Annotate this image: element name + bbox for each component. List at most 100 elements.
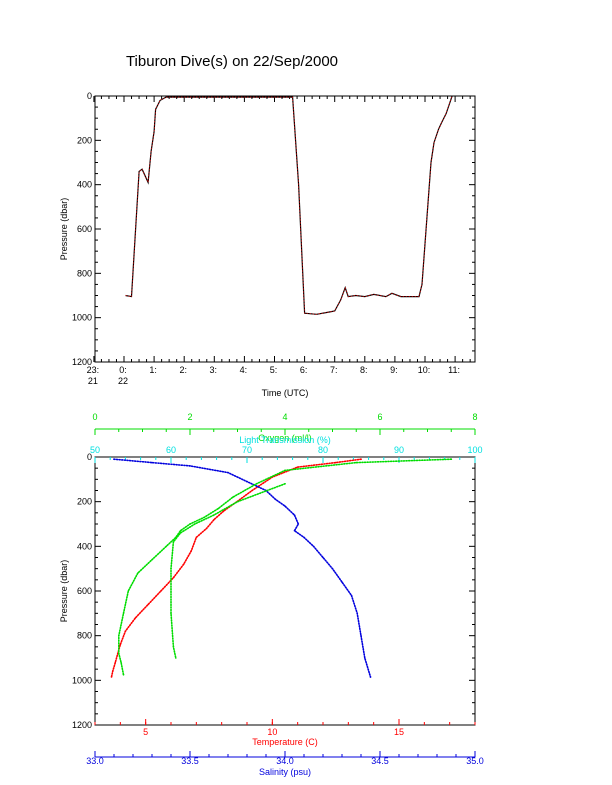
salinity-point: [246, 480, 248, 483]
salinity-tick-label: 34.0: [276, 756, 294, 766]
temperature-point: [205, 527, 208, 530]
x-tick-label: 7:: [330, 365, 338, 375]
salinity-point: [274, 498, 277, 501]
salinity-tick-label: 33.0: [86, 756, 104, 766]
x-tick-label: 6:: [300, 365, 308, 375]
y-tick-label: 200: [77, 497, 92, 507]
oxygen-tick-label: 8: [472, 412, 477, 422]
plot-frame: [94, 95, 476, 363]
x-tick-label: 3:: [210, 365, 218, 375]
temperature-tick-label: 15: [394, 727, 404, 737]
temperature-point: [334, 461, 337, 464]
salinity-point: [293, 514, 296, 516]
oxygen-point: [284, 469, 286, 472]
y-tick-label: 600: [77, 224, 92, 234]
salinity-point: [350, 594, 353, 597]
oxygen-tick-label: 0: [92, 412, 97, 422]
y-tick-label: 1200: [72, 357, 92, 367]
x-tick-label: 1:: [149, 365, 157, 375]
temperature-point: [172, 576, 175, 579]
salinity-point: [356, 612, 359, 615]
oxygen-point: [236, 500, 239, 503]
salinity-point: [284, 505, 286, 507]
temperature-profile: [110, 458, 362, 678]
page-title: Tiburon Dive(s) on 22/Sep/2000: [126, 53, 338, 70]
oxygen-profile: [118, 458, 453, 676]
temperature-point: [190, 550, 193, 552]
transmission-tick-label: 70: [242, 445, 252, 455]
salinity-point: [341, 581, 343, 583]
oxygen-tick-label: 2: [187, 412, 192, 422]
temperature-point: [251, 489, 253, 492]
salinity-point: [293, 529, 296, 532]
y-tick-label: 1000: [72, 313, 92, 323]
salinity-axis-label: Salinity (psu): [259, 767, 311, 777]
temperature-point: [360, 458, 362, 461]
oxygen-point: [194, 523, 196, 525]
oxygen-point: [179, 529, 182, 532]
temperature-point: [114, 661, 117, 664]
oxygen-point: [450, 458, 453, 461]
y-tick-label: 0: [87, 452, 92, 462]
oxygen-profile: [170, 482, 286, 659]
profile-chart: 0 200 400 600 800 1000 1200 0 2 4 6 8 Oxygen (ml/l) 5…: [59, 412, 484, 777]
oxygen-point: [172, 541, 175, 543]
x-tick-date: 22: [118, 376, 128, 386]
oxygen-point: [255, 483, 258, 485]
x-tick-label: 8:: [360, 365, 368, 375]
salinity-point: [227, 471, 229, 474]
temperature-point: [182, 563, 185, 565]
oxygen-point: [179, 532, 182, 534]
salinity-tick-label: 33.5: [181, 756, 199, 766]
x-tick-label: 23:: [87, 365, 100, 375]
salinity-point: [369, 676, 372, 678]
y-tick-label: 400: [77, 541, 92, 551]
temperature-point: [213, 518, 215, 521]
transmission-tick-label: 90: [394, 445, 404, 455]
temperature-axis-label: Temperature (C): [252, 737, 318, 747]
y-tick-label: 200: [77, 135, 92, 145]
salinity-point: [364, 657, 366, 659]
transmission-axis-label: Light Transmission (%): [239, 435, 331, 445]
temperature-point: [134, 617, 137, 619]
oxygen-point: [137, 572, 139, 574]
y-tick-label: 1000: [72, 675, 92, 685]
oxygen-point: [170, 567, 172, 570]
y-axis-label: Pressure (dbar): [59, 198, 69, 261]
salinity-point: [151, 461, 153, 464]
y-tick-label: 800: [77, 631, 92, 641]
x-tick-label: 0:: [119, 365, 127, 375]
transmission-tick-label: 80: [318, 445, 328, 455]
salinity-point: [303, 536, 305, 539]
salinity-point: [322, 556, 324, 559]
oxygen-point: [189, 523, 191, 525]
oxygen-point: [232, 496, 234, 499]
oxygen-point: [284, 483, 286, 485]
x-tick-label: 11:: [448, 365, 460, 375]
oxygen-point: [122, 674, 125, 676]
oxygen-point: [213, 514, 215, 516]
oxygen-tick-label: 6: [377, 412, 382, 422]
oxygen-point: [172, 646, 175, 648]
oxygen-point: [170, 612, 172, 615]
salinity-point: [113, 458, 115, 461]
salinity-tick-label: 34.5: [371, 756, 389, 766]
temperature-tick-label: 10: [267, 727, 277, 737]
salinity-point: [331, 567, 334, 570]
y-tick-label: 800: [77, 268, 92, 278]
temperature-point: [124, 630, 127, 632]
transmission-tick-label: 100: [467, 445, 482, 455]
temperature-tick-label: 5: [143, 727, 148, 737]
y-tick-label: 600: [77, 586, 92, 596]
oxygen-tick-label: 4: [282, 412, 287, 422]
oxygen-point: [127, 590, 130, 592]
transmission-tick-label: 50: [90, 445, 100, 455]
x-tick-label: 4:: [240, 365, 248, 375]
oxygen-point: [175, 657, 177, 659]
temperature-point: [110, 676, 113, 678]
oxygen-point: [122, 612, 125, 615]
salinity-point: [189, 465, 191, 467]
oxygen-point: [165, 545, 168, 548]
